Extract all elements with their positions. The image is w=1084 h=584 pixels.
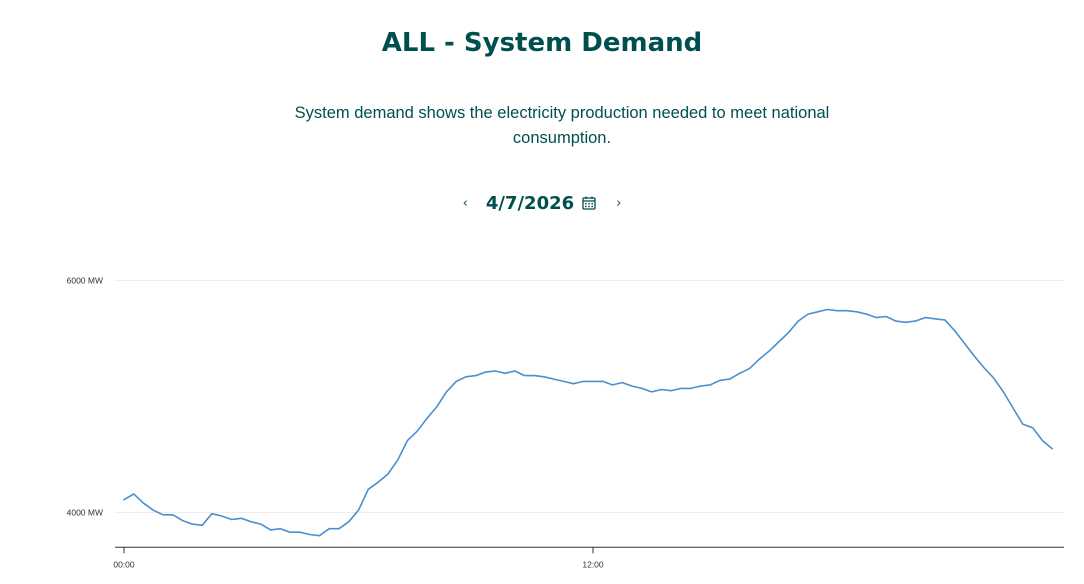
tick-labels: 4000 MW 6000 MW 00:00 12:00 — [67, 276, 604, 570]
page-title: ALL - System Demand — [381, 28, 703, 58]
calendar-icon-graphic — [582, 196, 596, 210]
date-navigator: ‹ 4/7/2026 › — [0, 190, 1084, 216]
x-tick-label: 00:00 — [113, 559, 135, 569]
page-description: System demand shows the electricity prod… — [294, 104, 830, 147]
demand-series-line[interactable] — [123, 308, 1053, 537]
next-day-button[interactable]: › — [616, 195, 622, 211]
x-tick-label: 12:00 — [582, 559, 604, 569]
previous-day-button[interactable]: ‹ — [462, 195, 468, 211]
calendar-icon[interactable] — [582, 196, 596, 210]
y-tick-label: 6000 MW — [67, 276, 103, 286]
series-lines — [123, 308, 1053, 537]
y-tick-label: 4000 MW — [67, 508, 103, 518]
grid-lines — [115, 280, 1064, 513]
selected-date[interactable]: 4/7/2026 — [485, 192, 575, 214]
x-axis — [115, 546, 1064, 554]
